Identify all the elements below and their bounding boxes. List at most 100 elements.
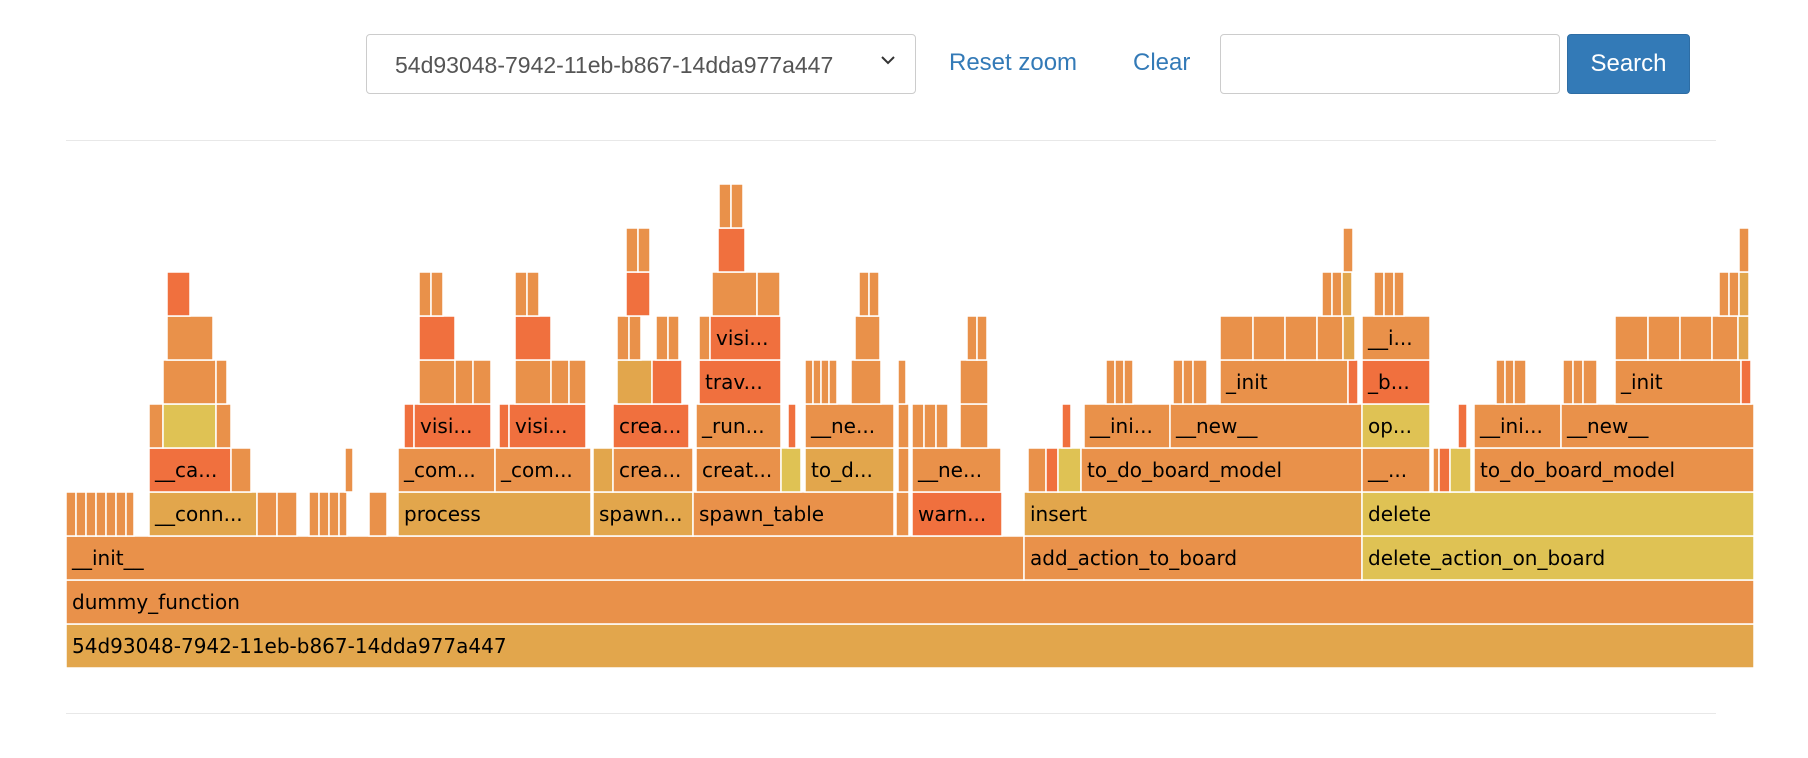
flame-frame[interactable]: [148, 403, 164, 449]
flame-frame[interactable]: [418, 359, 456, 405]
flame-frame-rect[interactable]: [592, 491, 694, 537]
flame-frame[interactable]: [1438, 447, 1451, 493]
flame-frame[interactable]: __conn...: [148, 491, 258, 537]
flame-frame[interactable]: [514, 271, 528, 317]
flame-frame[interactable]: [923, 403, 937, 449]
flame-frame[interactable]: __...: [1361, 447, 1431, 493]
flame-frame[interactable]: [625, 271, 651, 317]
flame-frame-rect[interactable]: [125, 491, 135, 537]
flame-frame-rect[interactable]: [695, 447, 782, 493]
flame-frame-rect[interactable]: [637, 227, 651, 273]
flame-frame[interactable]: visi...: [709, 315, 782, 361]
flame-frame-rect[interactable]: [1449, 447, 1472, 493]
flame-frame[interactable]: [166, 271, 191, 317]
flame-frame[interactable]: _b...: [1361, 359, 1431, 405]
flame-frame[interactable]: [780, 447, 802, 493]
flame-frame-rect[interactable]: [897, 359, 907, 405]
flame-frame-rect[interactable]: [1383, 271, 1395, 317]
flame-frame[interactable]: delete: [1361, 491, 1755, 537]
search-button[interactable]: Search: [1567, 34, 1690, 94]
flame-frame-rect[interactable]: [616, 359, 653, 405]
flame-frame-rect[interactable]: [1169, 403, 1363, 449]
flame-frame[interactable]: [616, 315, 630, 361]
flame-frame[interactable]: [1432, 447, 1440, 493]
flame-frame[interactable]: [637, 227, 651, 273]
flame-frame[interactable]: [1679, 315, 1713, 361]
flame-frame[interactable]: [1738, 271, 1750, 317]
flame-frame-rect[interactable]: [162, 403, 217, 449]
flame-frame[interactable]: warn...: [911, 491, 1003, 537]
flame-frame[interactable]: __ne...: [911, 447, 1002, 493]
flame-frame-rect[interactable]: [1361, 315, 1431, 361]
flame-frame-rect[interactable]: [897, 403, 910, 449]
flame-frame[interactable]: [418, 271, 432, 317]
flame-frame[interactable]: [897, 359, 907, 405]
flame-frame[interactable]: [472, 359, 492, 405]
flame-frame[interactable]: [698, 315, 711, 361]
flame-frame-rect[interactable]: [1331, 271, 1343, 317]
flame-frame-rect[interactable]: [472, 359, 492, 405]
flame-frame[interactable]: [344, 447, 354, 493]
flame-frame[interactable]: [1711, 315, 1739, 361]
flame-frame-rect[interactable]: [105, 491, 117, 537]
flame-frame[interactable]: _run...: [695, 403, 782, 449]
flame-frame-rect[interactable]: [1316, 315, 1344, 361]
flame-frame-rect[interactable]: [1361, 403, 1431, 449]
flame-frame-rect[interactable]: [1393, 271, 1405, 317]
flame-frame[interactable]: [812, 359, 822, 405]
flame-frame-rect[interactable]: [418, 271, 432, 317]
flame-frame-rect[interactable]: [592, 447, 614, 493]
flame-frame[interactable]: [897, 447, 910, 493]
flame-frame[interactable]: [1347, 359, 1359, 405]
flame-frame-rect[interactable]: [1192, 359, 1208, 405]
flame-frame-rect[interactable]: [1172, 359, 1184, 405]
flame-frame-rect[interactable]: [1023, 535, 1363, 581]
flame-frame[interactable]: spawn_table: [692, 491, 895, 537]
flame-frame-rect[interactable]: [1614, 359, 1742, 405]
flame-frame[interactable]: [711, 271, 758, 317]
flame-frame-rect[interactable]: [1361, 491, 1755, 537]
flame-frame-rect[interactable]: [812, 359, 822, 405]
flame-frame[interactable]: dummy_function: [65, 579, 1755, 625]
flame-frame[interactable]: [568, 359, 587, 405]
flame-frame-rect[interactable]: [430, 271, 444, 317]
flame-frame-rect[interactable]: [828, 359, 838, 405]
flame-frame[interactable]: [1718, 271, 1730, 317]
flame-frame-rect[interactable]: [1284, 315, 1318, 361]
flame-frame[interactable]: [1582, 359, 1598, 405]
flame-frame[interactable]: [125, 491, 135, 537]
flame-frame[interactable]: [628, 315, 642, 361]
flame-frame[interactable]: [1740, 359, 1752, 405]
flame-frame[interactable]: [935, 403, 949, 449]
flame-frame[interactable]: visi...: [508, 403, 587, 449]
flame-frame-rect[interactable]: [1342, 315, 1356, 361]
flame-frame-rect[interactable]: [1679, 315, 1713, 361]
flame-frame-rect[interactable]: [923, 403, 937, 449]
flame-frame-rect[interactable]: [1647, 315, 1681, 361]
flame-frame[interactable]: to_d...: [804, 447, 895, 493]
flame-frame-rect[interactable]: [1219, 315, 1254, 361]
flame-frame[interactable]: [1252, 315, 1286, 361]
flame-frame-rect[interactable]: [148, 491, 258, 537]
flame-frame[interactable]: [1513, 359, 1527, 405]
flame-frame-rect[interactable]: [850, 359, 882, 405]
flame-frame[interactable]: [95, 491, 107, 537]
flame-frame-rect[interactable]: [698, 315, 711, 361]
flame-frame-rect[interactable]: [65, 579, 1755, 625]
flame-frame-rect[interactable]: [454, 359, 474, 405]
flame-frame[interactable]: [730, 183, 744, 229]
flame-frame[interactable]: __ca...: [148, 447, 232, 493]
flame-frame-rect[interactable]: [1361, 447, 1431, 493]
flame-frame[interactable]: [854, 315, 881, 361]
flame-frame-rect[interactable]: [1438, 447, 1451, 493]
flame-frame[interactable]: to_do_board_model: [1473, 447, 1755, 493]
flame-frame[interactable]: [85, 491, 97, 537]
flame-frame-rect[interactable]: [1740, 359, 1752, 405]
flame-frame-rect[interactable]: [804, 447, 895, 493]
flame-frame-rect[interactable]: [959, 403, 989, 449]
flame-frame[interactable]: insert: [1023, 491, 1363, 537]
flame-frame-rect[interactable]: [1105, 359, 1116, 405]
flame-frame-rect[interactable]: [625, 271, 651, 317]
flame-frame[interactable]: [1192, 359, 1208, 405]
flame-frame-rect[interactable]: [75, 491, 87, 537]
